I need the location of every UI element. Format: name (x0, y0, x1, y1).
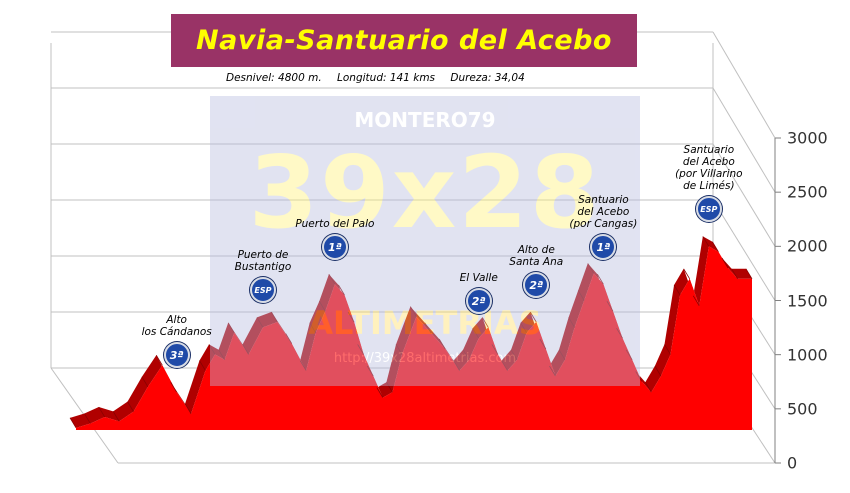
profile-shade (673, 284, 681, 296)
gridline-side (712, 31, 776, 139)
elevation-profile (69, 236, 753, 430)
profile-shade (745, 268, 753, 280)
y-tick-label: 1000 (787, 345, 828, 365)
profile-shade (98, 406, 106, 418)
profile-shade (208, 344, 216, 355)
title-banner: Navia-Santuario del Acebo (171, 14, 637, 67)
gridline-side (712, 199, 776, 301)
gridline-side (712, 87, 776, 193)
profile-face (76, 246, 752, 430)
gridline-side (712, 143, 776, 247)
profile-shade (347, 311, 355, 323)
profile-shade (410, 306, 417, 317)
profile-shade (318, 300, 326, 312)
profile-shade (271, 311, 278, 323)
profile-shade (338, 284, 345, 296)
profile-shade (112, 411, 120, 422)
climb-category-icon: 2ª (523, 272, 550, 298)
climb-name-label: Alto de Santa Ana (509, 244, 564, 268)
climb-name-label: Santuario del Acebo (por Villarino de Li… (675, 144, 743, 193)
profile-shade (328, 273, 336, 285)
profile-shade (529, 311, 537, 323)
profile-shade (577, 290, 585, 301)
profile-shade (227, 322, 235, 334)
profile-shade (424, 322, 432, 334)
y-tick-label: 0 (787, 453, 798, 473)
profile-shade (616, 327, 623, 339)
profile-shade (438, 338, 446, 350)
profile-shade (127, 401, 134, 412)
profile-shade (141, 376, 149, 388)
profile-shade (84, 413, 91, 424)
profile-shade (184, 403, 192, 415)
profile-shade (218, 349, 225, 361)
profile-shade (520, 322, 528, 334)
y-tick-label: 1500 (787, 291, 828, 310)
stat-longitud: Longitud: 141 kms (337, 72, 436, 84)
climb-category-icon: 1ª (590, 234, 617, 261)
profile-shade (606, 300, 614, 312)
y-tick-label: 500 (787, 399, 818, 419)
profile-shade (539, 338, 547, 350)
profile-shade (731, 268, 738, 280)
profile-shade (683, 268, 691, 280)
profile-shade (155, 354, 163, 366)
profile-shade (644, 381, 652, 393)
profile-shade (558, 349, 566, 361)
climb-name-label: El Valle (459, 272, 498, 285)
profile-shade (712, 241, 719, 253)
profile-shade (721, 257, 729, 269)
climb-name-label: Alto los Cándanos (141, 314, 212, 339)
profile-shade (664, 344, 671, 355)
profile-shade (587, 263, 595, 274)
climb-name-label: Santuario del Acebo (por Cangas) (569, 194, 638, 231)
profile-shade (395, 344, 403, 355)
profile-shade (242, 344, 249, 355)
profile-shade (170, 381, 178, 393)
profile-shade (481, 317, 489, 328)
stat-desnivel: Desnivel: 4800 m. (226, 72, 322, 84)
profile-shade (625, 349, 633, 361)
profile-shade (491, 344, 499, 355)
stat-dureza: Dureza: 34,04 (450, 72, 525, 84)
profile-shade (386, 381, 393, 393)
profile-shade (357, 344, 365, 355)
profile-shade (510, 349, 518, 361)
climb-category-icon: 3ª (163, 342, 190, 369)
climb-category-icon: ESP (249, 277, 276, 304)
profile-shade (376, 387, 384, 398)
profile-shade (453, 360, 460, 371)
chart-title: Navia-Santuario del Acebo (196, 25, 612, 56)
profile-shade (568, 317, 575, 328)
climb-category-icon: ESP (695, 196, 722, 223)
profile-shade (309, 322, 317, 334)
climb-category-icon: 1ª (321, 234, 348, 261)
profile-shade (299, 360, 307, 371)
profile-shade (635, 371, 643, 382)
profile-shade (692, 295, 700, 307)
profile-shade (366, 365, 374, 377)
profile-shade (199, 360, 206, 371)
y-tick-label: 2500 (787, 182, 828, 202)
profile-shade (285, 333, 293, 344)
profile-depth (70, 236, 752, 428)
profile-shade (256, 317, 264, 328)
climb-name-label: Puerto del Palo (295, 218, 375, 231)
profile-shade (549, 365, 556, 377)
profile-shade (69, 417, 77, 429)
profile-shade (501, 360, 508, 371)
profile-shade (462, 349, 470, 361)
profile-shade (597, 273, 604, 285)
profile-shade (654, 365, 662, 377)
climb-category-icon: 2ª (465, 288, 492, 315)
route-stats: Desnivel: 4800 m. Longitud: 141 kms Dure… (226, 72, 537, 84)
y-tick-label: 2000 (787, 236, 828, 256)
y-tick-label: 3000 (787, 128, 828, 148)
profile-shade (472, 327, 480, 339)
climb-name-label: Puerto de Bustantigo (234, 249, 292, 274)
profile-shade (702, 236, 710, 247)
